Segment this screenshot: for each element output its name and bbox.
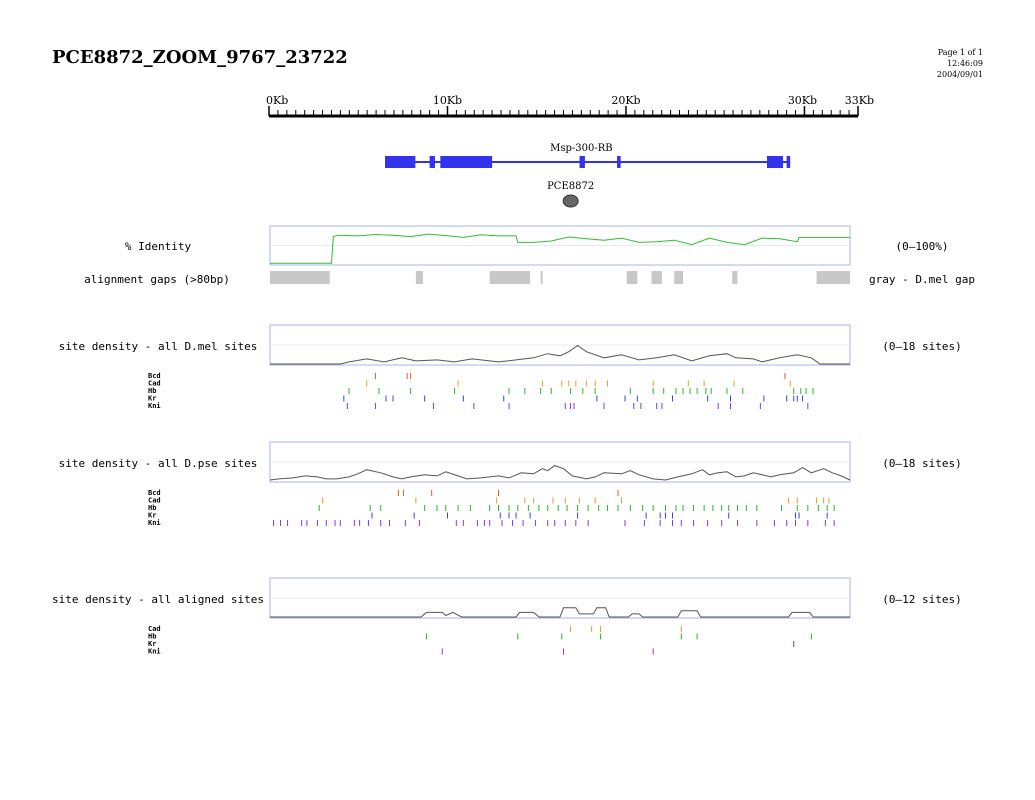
page-number: Page 1 of 1 [937,48,983,57]
density-plot-dmel-line [270,344,850,365]
element-marker [562,194,579,208]
gene-exon [786,156,791,168]
factor-label-hb: Hb [148,387,156,395]
density-track-label-aligned: site density - all aligned sites [52,593,264,606]
alignment-gap-block [816,271,850,284]
gene-exon [429,156,435,168]
print-date: 2004/09/01 [936,70,983,79]
print-time: 12:46:09 [947,59,983,68]
alignment-gap-block [732,271,738,284]
factor-label-kr: Kr [148,512,156,520]
alignment-gap-block [415,271,423,284]
factor-label-kr: Kr [148,640,156,648]
alignment-gap-block [540,271,543,284]
density-track-label-dmel: site density - all D.mel sites [59,340,258,353]
factor-label-cad: Cad [148,380,161,388]
gene-exon [579,156,585,168]
gap-legend-label: gray - D.mel gap [869,273,975,286]
density-range-label-dmel: (0–18 sites) [882,340,961,353]
gene-exon [617,156,621,168]
density-range-label-dpse: (0–18 sites) [882,457,961,470]
factor-label-cad: Cad [148,497,161,505]
identity-plot-line [270,233,850,264]
factor-label-kr: Kr [148,395,156,403]
element-name-label: PCE8872 [547,181,594,192]
identity-range-label: (0–100%) [896,240,949,253]
density-range-label-aligned: (0–12 sites) [882,593,961,606]
identity-label: % Identity [125,240,192,253]
factor-label-bcd: Bcd [148,489,161,497]
gene-exon [385,156,416,168]
scale-tick-label: 30Kb [788,94,817,107]
factor-label-kni: Kni [148,402,161,410]
density-plot-dpse-line [269,465,851,481]
alignment-gap-block [651,271,662,284]
density-plot-aligned-line [270,607,850,618]
factor-label-kni: Kni [148,519,161,527]
scale-tick-label: 33Kb [845,94,874,107]
alignment-gap-block [674,271,684,284]
gene-exon [440,156,493,168]
factor-label-bcd: Bcd [148,372,161,380]
factor-label-kni: Kni [148,648,161,656]
scale-tick-label: 0Kb [266,94,288,107]
alignment-gap-block [626,271,638,284]
scale-tick-label: 20Kb [611,94,640,107]
factor-label-hb: Hb [148,504,156,512]
density-track-label-dpse: site density - all D.pse sites [59,457,258,470]
gene-exon [766,156,784,168]
alignment-gaps-label: alignment gaps (>80bp) [84,273,230,286]
factor-label-cad: Cad [148,625,161,633]
scale-tick-label: 10Kb [433,94,462,107]
alignment-gap-block [489,271,531,284]
gene-name-label: Msp-300-RB [550,143,613,154]
factor-label-hb: Hb [148,633,156,641]
page-title: PCE8872_ZOOM_9767_23722 [52,47,348,68]
alignment-gap-block [270,271,330,284]
page-meta: Page 1 of 1 12:46:09 2004/09/01 [937,47,983,80]
